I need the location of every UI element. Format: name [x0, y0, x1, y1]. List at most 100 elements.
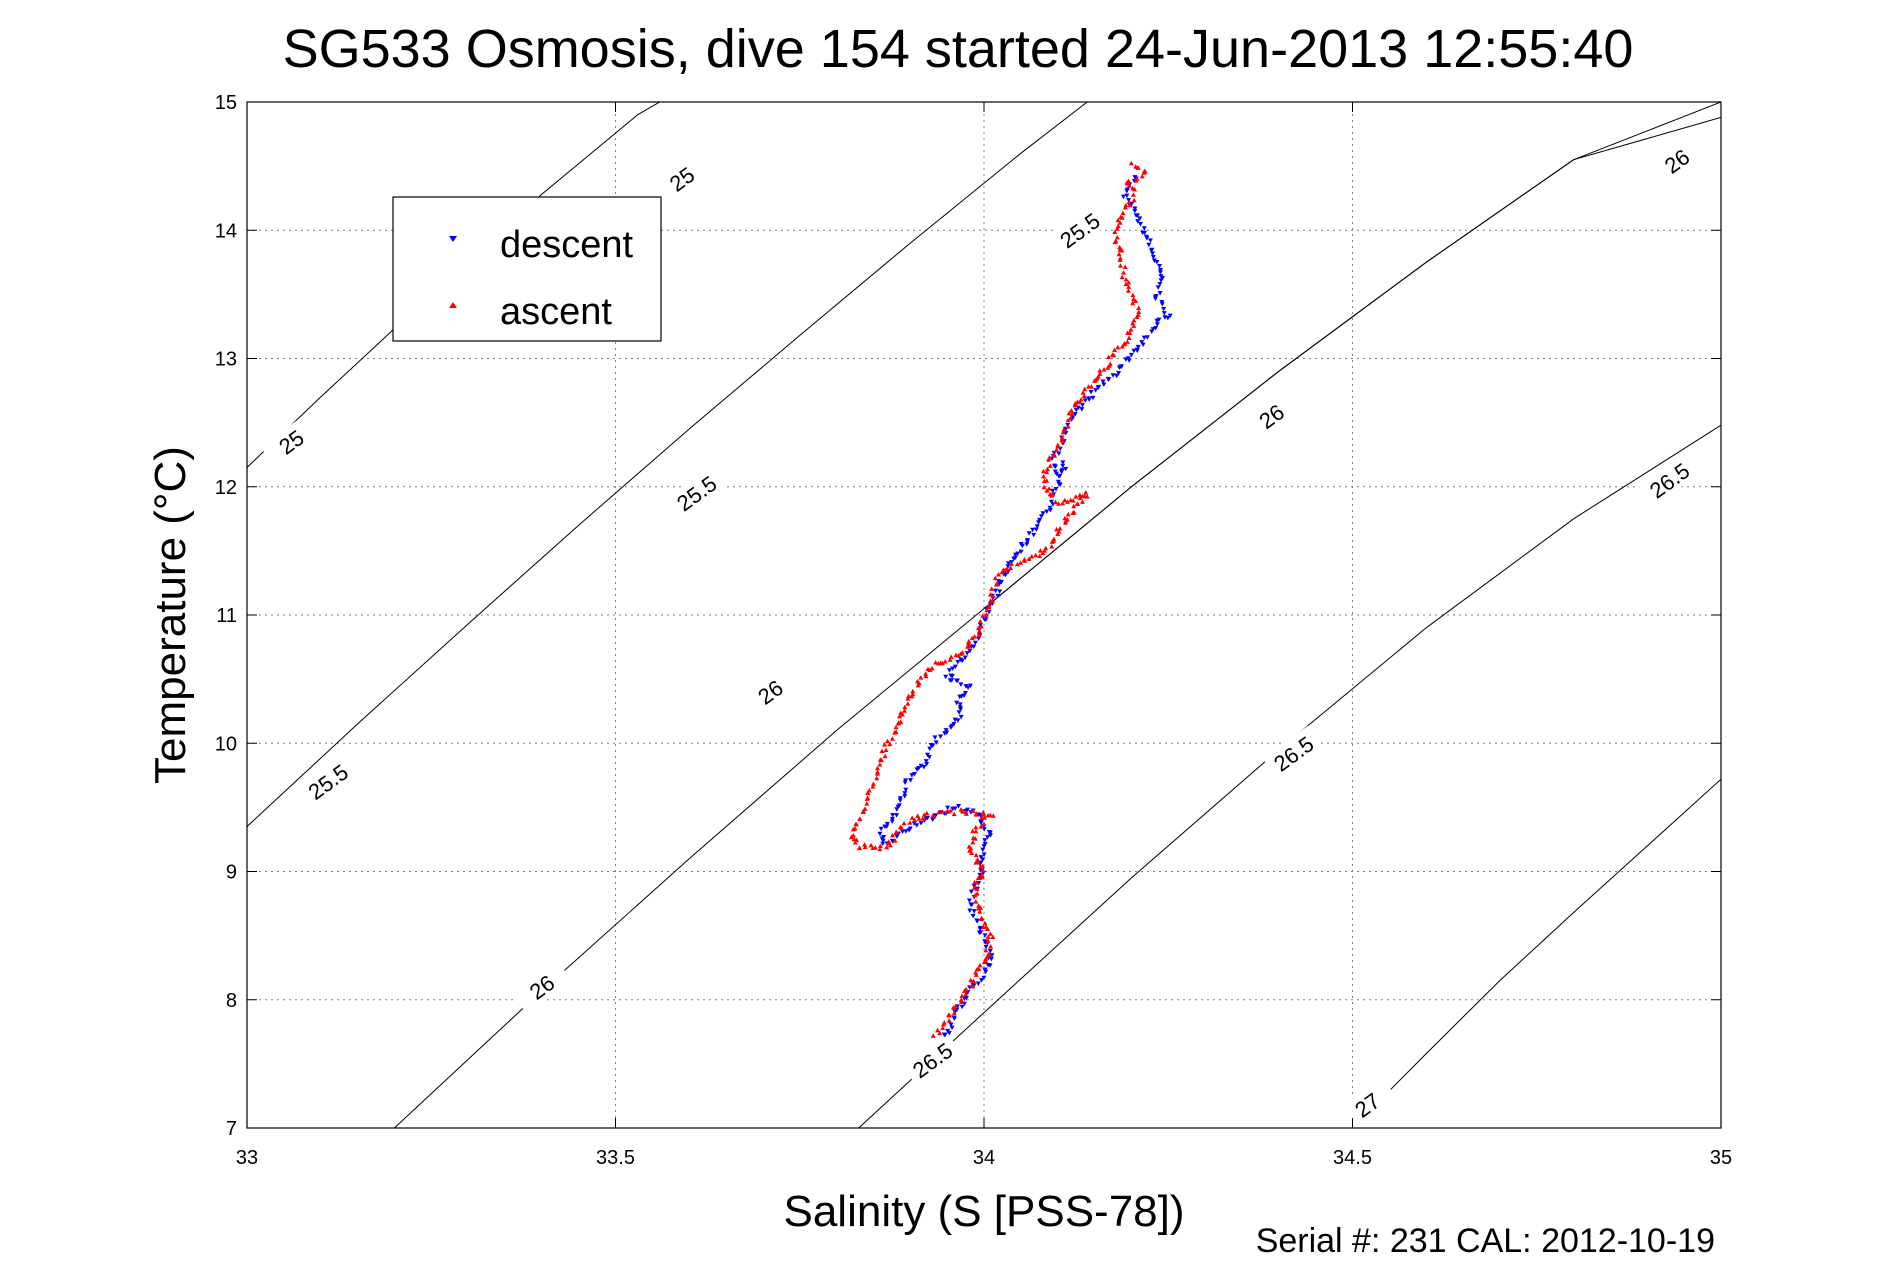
data-point-descent: [989, 953, 995, 958]
data-point-descent: [1160, 275, 1166, 281]
data-point-ascent: [1044, 478, 1050, 483]
data-point-ascent: [985, 953, 991, 958]
data-point-ascent: [966, 638, 972, 644]
data-point-descent: [1157, 270, 1163, 275]
data-point-descent: [932, 735, 938, 740]
data-point-descent: [903, 787, 909, 793]
data-point-ascent: [1072, 401, 1078, 406]
data-point-descent: [923, 759, 929, 764]
data-point-descent: [1126, 358, 1132, 363]
contour-label-bg: [1638, 452, 1700, 507]
data-point-descent: [1135, 219, 1141, 224]
data-point-descent: [967, 683, 973, 689]
data-point-descent: [1149, 329, 1155, 335]
data-point-descent: [1090, 395, 1096, 401]
data-point-ascent: [1142, 169, 1148, 174]
data-point-ascent: [1026, 556, 1032, 561]
data-point-ascent: [983, 612, 989, 617]
data-point-ascent: [972, 879, 978, 885]
data-point-ascent: [1139, 173, 1145, 179]
data-point-descent: [1152, 296, 1158, 302]
data-point-descent: [948, 1022, 954, 1028]
data-point-ascent: [994, 582, 1000, 587]
data-point-descent: [955, 718, 961, 723]
data-point-ascent: [1125, 288, 1131, 293]
data-point-descent: [902, 791, 908, 796]
data-point-ascent: [940, 1025, 946, 1031]
data-point-ascent: [985, 926, 991, 932]
data-point-ascent: [1029, 553, 1035, 559]
data-point-descent: [962, 690, 968, 696]
data-point-ascent: [877, 762, 883, 767]
data-point-descent: [1024, 542, 1030, 547]
data-point-ascent: [1044, 469, 1050, 475]
data-point-ascent: [1088, 384, 1094, 389]
data-point-ascent: [1136, 305, 1142, 311]
data-point-descent: [1124, 193, 1130, 199]
data-point-ascent: [1134, 314, 1140, 320]
data-point-ascent: [1115, 344, 1121, 350]
data-point-descent: [979, 978, 985, 983]
data-point-ascent: [974, 886, 980, 892]
data-point-descent: [1018, 549, 1024, 555]
data-point-ascent: [907, 820, 913, 825]
data-point-ascent: [974, 966, 980, 972]
data-point-descent: [948, 725, 954, 730]
data-point-ascent: [923, 671, 929, 676]
data-point-ascent: [968, 977, 974, 983]
y-tick-label: 11: [216, 605, 237, 627]
contour-label-bg: [1240, 388, 1302, 443]
data-point-ascent: [977, 962, 983, 968]
data-point-ascent: [1120, 210, 1126, 216]
data-point-ascent: [892, 838, 898, 843]
data-point-descent: [880, 838, 886, 844]
data-point-descent: [1013, 552, 1019, 558]
data-point-ascent: [980, 613, 986, 618]
data-point-ascent: [1112, 347, 1118, 353]
data-point-descent: [1146, 242, 1152, 248]
data-point-descent: [980, 857, 986, 862]
data-point-ascent: [1130, 192, 1136, 197]
data-point-descent: [996, 579, 1002, 584]
data-point-ascent: [1119, 247, 1125, 253]
data-point-descent: [933, 740, 939, 745]
data-point-ascent: [916, 816, 922, 821]
data-point-ascent: [910, 688, 916, 694]
data-point-descent: [966, 898, 972, 903]
data-point-descent: [1100, 379, 1106, 385]
data-point-ascent: [1041, 468, 1047, 474]
x-axis-label: Salinity (S [PSS-78]): [783, 1187, 1184, 1236]
data-point-descent: [1038, 514, 1044, 519]
data-point-ascent: [970, 808, 976, 813]
data-point-ascent: [976, 906, 982, 911]
data-point-descent: [908, 778, 914, 783]
data-point-ascent: [1049, 544, 1055, 549]
contour-label-bg: [901, 1032, 963, 1087]
data-point-descent: [972, 640, 978, 646]
data-point-descent: [1153, 325, 1159, 331]
data-point-ascent: [945, 809, 951, 814]
data-point-ascent: [1114, 234, 1120, 240]
legend-box: [392, 196, 662, 342]
data-point-ascent: [1065, 417, 1071, 423]
data-point-descent: [907, 826, 913, 831]
data-point-ascent: [1022, 558, 1028, 563]
data-point-descent: [951, 1016, 957, 1022]
data-point-descent: [975, 981, 981, 987]
data-point-descent: [1073, 407, 1079, 413]
data-point-descent: [995, 593, 1001, 599]
data-point-descent: [985, 835, 991, 840]
data-point-ascent: [933, 660, 939, 665]
data-point-descent: [902, 780, 908, 786]
data-point-descent: [900, 829, 906, 835]
data-point-ascent: [1060, 500, 1066, 506]
data-point-descent: [963, 684, 969, 689]
data-point-ascent: [1055, 443, 1061, 449]
data-point-ascent: [1064, 499, 1070, 504]
y-tick-label: 15: [215, 92, 237, 114]
data-point-ascent: [1133, 298, 1139, 303]
data-point-ascent: [902, 708, 908, 713]
data-point-descent: [1132, 206, 1138, 211]
data-point-ascent: [1065, 423, 1071, 429]
data-point-ascent: [946, 1012, 952, 1018]
